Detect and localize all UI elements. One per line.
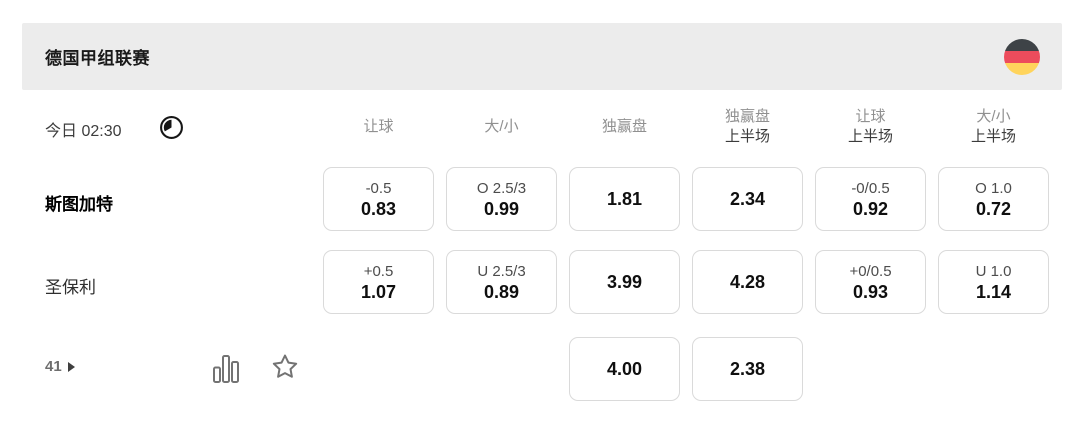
odds-price: 4.00 bbox=[606, 359, 643, 379]
column-header-moneyline: 独赢盘 bbox=[569, 104, 680, 150]
odds-button-moneyline-first-half-home[interactable]: 2.34 bbox=[692, 167, 803, 231]
odds-price: 1.14 bbox=[975, 281, 1012, 302]
league-title: 德国甲组联赛 bbox=[45, 49, 150, 68]
column-label: 让球 bbox=[363, 118, 394, 135]
odds-line: +0.5 bbox=[363, 262, 394, 280]
odds-price: 4.28 bbox=[729, 272, 766, 292]
odds-button-over-under-away[interactable]: U 2.5/3 0.89 bbox=[446, 250, 557, 314]
odds-button-moneyline-away[interactable]: 3.99 bbox=[569, 250, 680, 314]
odds-line: O 1.0 bbox=[975, 179, 1012, 197]
odds-price: 0.72 bbox=[975, 198, 1012, 219]
odds-button-handicap-first-half-away[interactable]: +0/0.5 0.93 bbox=[815, 250, 926, 314]
column-header-over-under: 大/小 bbox=[446, 104, 557, 150]
caret-right-icon bbox=[67, 361, 75, 372]
more-markets-count: 41 bbox=[45, 358, 62, 375]
odds-price: 0.92 bbox=[852, 198, 889, 219]
odds-line: O 2.5/3 bbox=[476, 179, 527, 197]
column-label: 大/小 bbox=[484, 118, 519, 135]
bar-chart-icon bbox=[212, 355, 240, 387]
column-label: 大/小 bbox=[976, 108, 1011, 125]
odds-line: -0.5 bbox=[365, 179, 392, 197]
odds-price: 1.07 bbox=[360, 281, 397, 302]
odds-button-handicap-home[interactable]: -0.5 0.83 bbox=[323, 167, 434, 231]
odds-price: 3.99 bbox=[606, 272, 643, 292]
odds-price: 2.34 bbox=[729, 189, 766, 209]
odds-price: 0.93 bbox=[852, 281, 889, 302]
star-icon bbox=[270, 354, 300, 385]
odds-button-handicap-away[interactable]: +0.5 1.07 bbox=[323, 250, 434, 314]
odds-price: 0.99 bbox=[483, 198, 520, 219]
column-header-moneyline-first-half: 独赢盘 上半场 bbox=[692, 104, 803, 150]
column-label: 独赢盘 bbox=[601, 118, 647, 135]
kickoff-time: 今日 02:30 bbox=[45, 123, 122, 140]
odds-price: 2.38 bbox=[729, 359, 766, 379]
league-header: 德国甲组联赛 bbox=[22, 23, 1062, 90]
column-sublabel: 上半场 bbox=[970, 128, 1016, 145]
odds-button-moneyline-home[interactable]: 1.81 bbox=[569, 167, 680, 231]
column-label: 独赢盘 bbox=[724, 108, 770, 125]
column-header-handicap-first-half: 让球 上半场 bbox=[815, 104, 926, 150]
column-label: 让球 bbox=[855, 108, 886, 125]
odds-price: 0.83 bbox=[360, 198, 397, 219]
odds-button-over-under-first-half-away[interactable]: U 1.0 1.14 bbox=[938, 250, 1049, 314]
odds-button-moneyline-first-half-away[interactable]: 4.28 bbox=[692, 250, 803, 314]
odds-button-moneyline-first-half-draw[interactable]: 2.38 bbox=[692, 337, 803, 401]
column-header-handicap: 让球 bbox=[323, 104, 434, 150]
odds-price: 0.89 bbox=[483, 281, 520, 302]
more-markets-link[interactable]: 41 bbox=[45, 358, 75, 375]
column-sublabel: 上半场 bbox=[724, 128, 770, 145]
odds-price: 1.81 bbox=[606, 189, 643, 209]
odds-button-over-under-first-half-home[interactable]: O 1.0 0.72 bbox=[938, 167, 1049, 231]
favorite-button[interactable] bbox=[270, 352, 300, 385]
odds-line: U 1.0 bbox=[975, 262, 1012, 280]
away-team-name: 圣保利 bbox=[45, 278, 96, 297]
column-header-over-under-first-half: 大/小 上半场 bbox=[938, 104, 1049, 150]
odds-button-moneyline-draw[interactable]: 4.00 bbox=[569, 337, 680, 401]
odds-line: U 2.5/3 bbox=[477, 262, 526, 280]
odds-button-over-under-home[interactable]: O 2.5/3 0.99 bbox=[446, 167, 557, 231]
odds-button-handicap-first-half-home[interactable]: -0/0.5 0.92 bbox=[815, 167, 926, 231]
odds-line: +0/0.5 bbox=[849, 262, 892, 280]
statistics-button[interactable] bbox=[212, 354, 240, 387]
match-period-clock-icon bbox=[159, 115, 184, 140]
column-sublabel: 上半场 bbox=[847, 128, 893, 145]
odds-line: -0/0.5 bbox=[851, 179, 890, 197]
home-team-name: 斯图加特 bbox=[45, 195, 113, 214]
germany-flag-icon bbox=[1004, 38, 1040, 75]
